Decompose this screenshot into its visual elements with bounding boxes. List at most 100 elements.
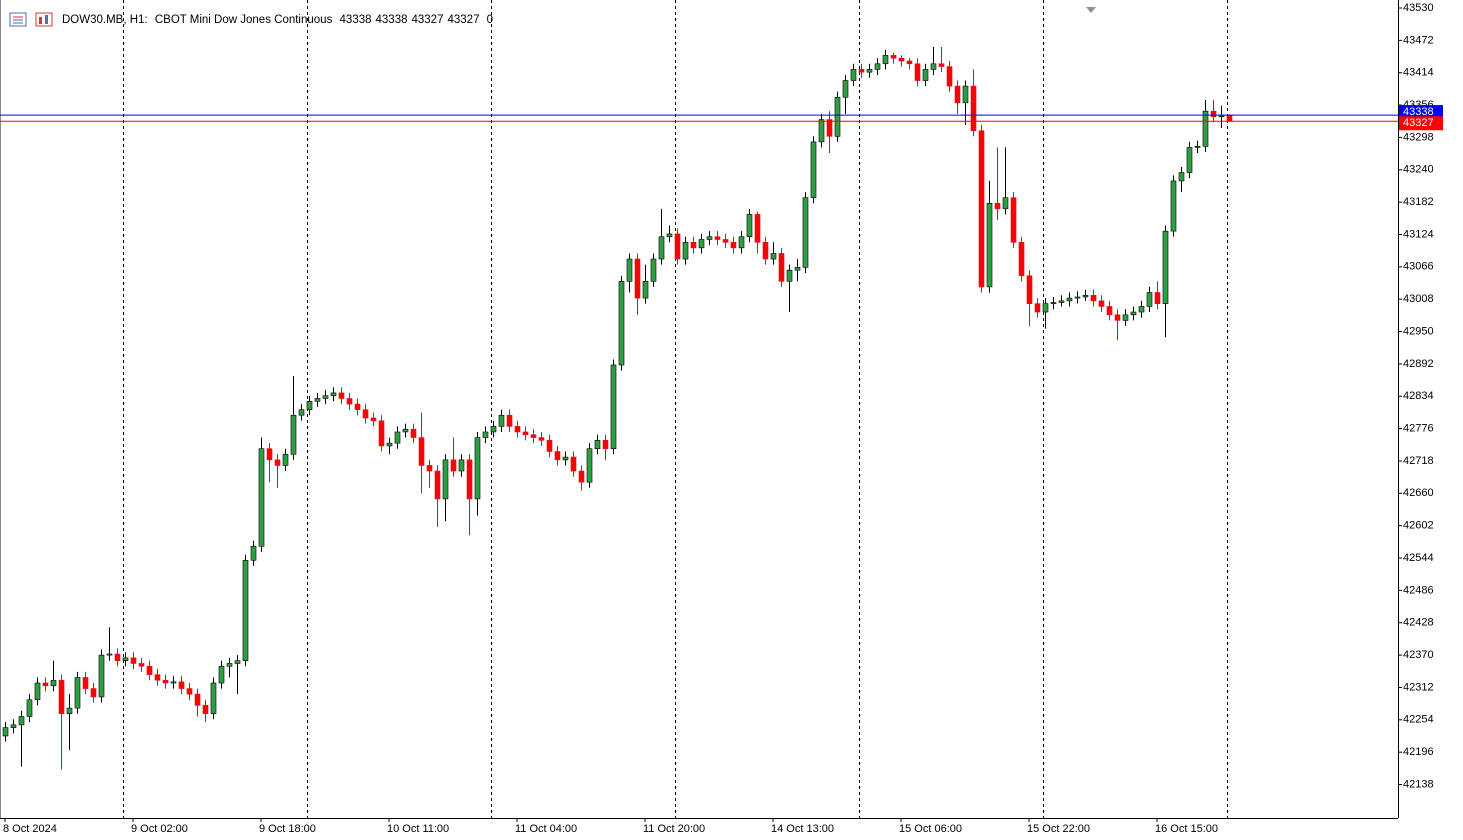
header-close: 43327 (447, 14, 480, 26)
candle-body (258, 448, 265, 547)
candle-body (986, 202, 993, 288)
candle-body (834, 96, 841, 137)
candle-body (882, 55, 889, 65)
y-tick-label: 42660 (1403, 487, 1434, 499)
candle-body (322, 395, 329, 399)
chart-header: DOW30.MB, H1: CBOT Mini Dow Jones Contin… (62, 14, 497, 26)
candle-body (434, 470, 441, 500)
candle-body (178, 681, 185, 689)
y-tick-label: 42254 (1403, 714, 1434, 726)
x-tick-label: 15 Oct 06:00 (899, 823, 962, 835)
candle-body (682, 241, 689, 260)
candle-body (1026, 275, 1033, 304)
candle-body (714, 236, 721, 240)
candle-body (306, 400, 313, 410)
candle-body (1114, 314, 1121, 321)
candle-body (954, 85, 961, 104)
candle-body (554, 451, 561, 461)
candle-body (770, 253, 777, 260)
y-tick-label: 42196 (1403, 746, 1434, 758)
candle-body (1050, 302, 1057, 304)
candle-body (578, 470, 585, 483)
candle-body (930, 63, 937, 70)
candle-body (634, 258, 641, 299)
candle-body (1074, 296, 1081, 299)
header-open: 43338 (339, 14, 372, 26)
candle-body (1010, 197, 1017, 243)
y-tick-label: 42950 (1403, 325, 1434, 337)
candle-body (2, 727, 9, 737)
x-tick-label: 14 Oct 13:00 (771, 823, 834, 835)
candle-body (650, 258, 657, 282)
shift-marker (1086, 7, 1096, 13)
x-tick-label: 15 Oct 22:00 (1027, 823, 1090, 835)
candle-body (802, 197, 809, 268)
candle-body (1106, 306, 1113, 316)
candle-body (914, 63, 921, 81)
x-tick-label: 9 Oct 18:00 (259, 823, 316, 835)
candle-body (282, 453, 289, 466)
candle-body (194, 693, 201, 706)
y-tick-label: 43530 (1403, 2, 1434, 14)
candle-body (354, 403, 361, 410)
candle-body (1002, 197, 1009, 210)
candle-body (842, 80, 849, 98)
y-tick-label: 42834 (1403, 390, 1434, 402)
header-high: 43338 (375, 14, 408, 26)
symbol: DOW30.MB, H1: (62, 14, 148, 26)
candle-body (530, 434, 537, 438)
candle-body (1122, 314, 1129, 321)
candle-body (514, 426, 521, 433)
y-tick-label: 42428 (1403, 617, 1434, 629)
candle-body (442, 459, 449, 500)
candle-body (874, 63, 881, 70)
candle-body (74, 677, 81, 709)
candle-body (266, 448, 273, 461)
y-tick-label: 43008 (1403, 293, 1434, 305)
header-volume: 0 (486, 14, 494, 26)
candle-body (330, 392, 337, 397)
candle-body (1170, 180, 1177, 232)
candle-body (1130, 311, 1137, 316)
candle-body (866, 69, 873, 73)
x-tick-label: 8 Oct 2024 (3, 823, 57, 835)
candle-body (90, 688, 97, 698)
candle-body (970, 85, 977, 132)
candle-body (666, 233, 673, 238)
candle-body (1186, 147, 1193, 173)
candle-body (698, 239, 705, 249)
candle-body (490, 426, 497, 433)
candle-body (1154, 292, 1161, 304)
candle-body (338, 392, 345, 399)
candle-body (170, 681, 177, 684)
y-tick-label: 43472 (1403, 34, 1434, 46)
candle-body (1202, 110, 1209, 147)
description: CBOT Mini Dow Jones Continuous (154, 14, 333, 26)
candle-body (114, 653, 121, 661)
candle-body (922, 69, 929, 81)
candle-body (1090, 294, 1097, 302)
candle-body (162, 679, 169, 684)
candle-body (298, 409, 305, 416)
candle-body (1146, 292, 1153, 307)
x-tick-label: 11 Oct 04:00 (515, 823, 577, 835)
y-tick-label: 42544 (1403, 552, 1434, 564)
candle-body (690, 241, 697, 249)
candle-body (818, 119, 825, 143)
candle-body (1194, 146, 1201, 148)
candle-body (674, 233, 681, 260)
y-tick-label: 42892 (1403, 358, 1434, 370)
candle-body (978, 130, 985, 288)
candle-body (1042, 303, 1049, 313)
y-tick-label: 42718 (1403, 455, 1434, 467)
price-tag (1399, 105, 1443, 120)
candle-body (122, 657, 129, 661)
candle-body (962, 85, 969, 104)
candle-body (274, 459, 281, 466)
candle-body (1098, 300, 1105, 307)
candle-body (1138, 306, 1145, 313)
candle-body (786, 269, 793, 282)
candle-body (474, 437, 481, 500)
